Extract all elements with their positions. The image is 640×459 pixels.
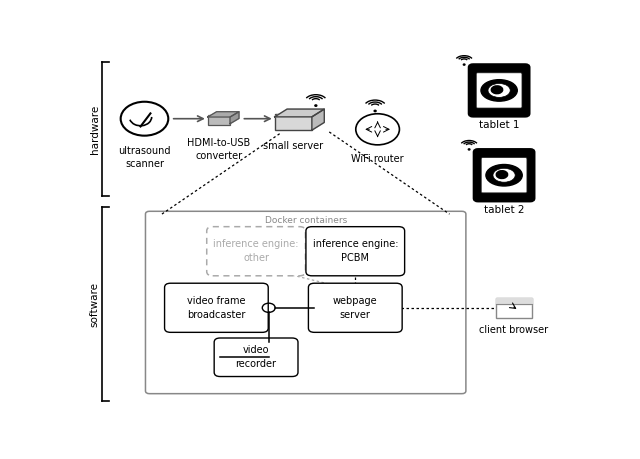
Circle shape: [463, 64, 465, 65]
Polygon shape: [496, 298, 532, 303]
Ellipse shape: [495, 170, 508, 179]
Circle shape: [468, 149, 470, 150]
Circle shape: [315, 105, 317, 106]
Text: HDMI-to-USB
converter: HDMI-to-USB converter: [188, 138, 250, 161]
Polygon shape: [230, 112, 239, 124]
Circle shape: [374, 110, 376, 112]
FancyBboxPatch shape: [476, 73, 522, 108]
FancyBboxPatch shape: [496, 298, 532, 318]
Text: inference engine:
other: inference engine: other: [213, 239, 299, 263]
Polygon shape: [275, 109, 324, 117]
FancyBboxPatch shape: [164, 283, 268, 332]
FancyBboxPatch shape: [308, 283, 402, 332]
FancyBboxPatch shape: [214, 338, 298, 376]
Text: tablet 2: tablet 2: [484, 205, 524, 214]
Text: hardware: hardware: [90, 105, 100, 154]
Text: video
recorder: video recorder: [236, 345, 276, 369]
Ellipse shape: [486, 164, 522, 186]
FancyBboxPatch shape: [481, 157, 527, 193]
FancyBboxPatch shape: [306, 227, 404, 276]
Ellipse shape: [481, 80, 517, 101]
Polygon shape: [312, 109, 324, 130]
FancyBboxPatch shape: [275, 114, 312, 130]
Text: small server: small server: [263, 141, 323, 151]
Text: webpage
server: webpage server: [333, 296, 378, 320]
Text: software: software: [90, 282, 100, 327]
Polygon shape: [208, 112, 239, 117]
Text: Docker containers: Docker containers: [264, 216, 347, 225]
Ellipse shape: [493, 168, 515, 182]
Text: client browser: client browser: [479, 325, 548, 335]
FancyBboxPatch shape: [208, 115, 230, 125]
Ellipse shape: [491, 85, 504, 95]
Text: inference engine:
PCBM: inference engine: PCBM: [312, 239, 398, 263]
Text: video frame
broadcaster: video frame broadcaster: [187, 296, 246, 320]
FancyBboxPatch shape: [469, 65, 529, 116]
FancyBboxPatch shape: [145, 211, 466, 394]
Text: tablet 1: tablet 1: [479, 120, 520, 130]
FancyBboxPatch shape: [207, 227, 305, 276]
Text: ultrasound
scanner: ultrasound scanner: [118, 146, 171, 169]
FancyBboxPatch shape: [474, 150, 534, 201]
Ellipse shape: [488, 84, 510, 97]
Text: WiFi router: WiFi router: [351, 154, 404, 164]
